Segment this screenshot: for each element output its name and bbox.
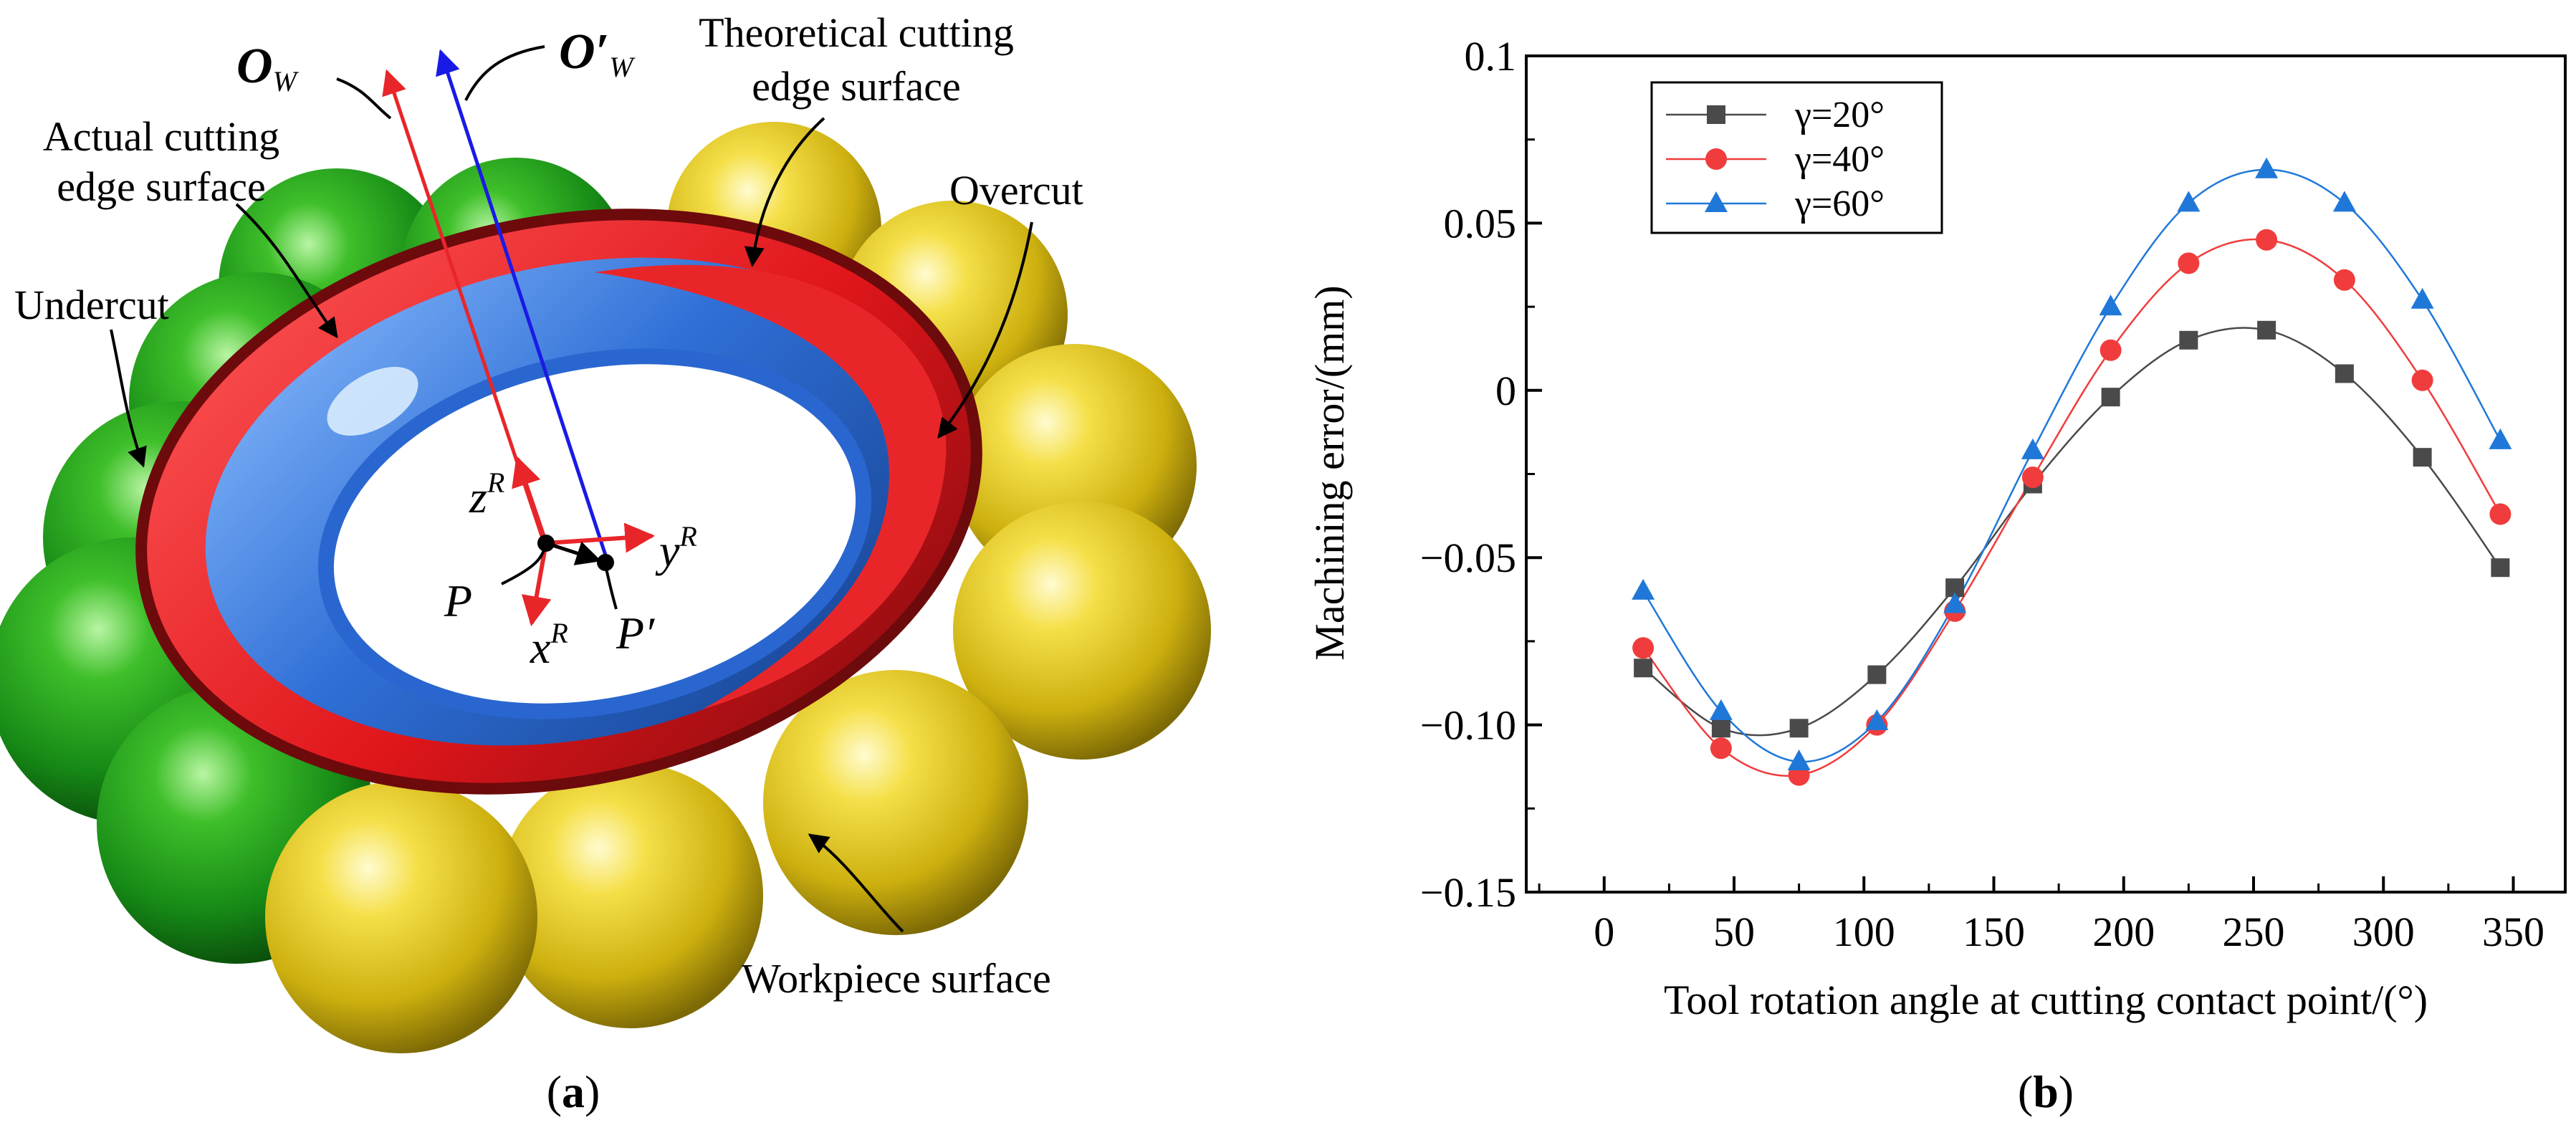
data-point-square bbox=[2179, 330, 2198, 350]
legend: γ=20°γ=40°γ=60° bbox=[1650, 81, 1943, 234]
theoretical-label-line2: edge surface bbox=[752, 63, 960, 110]
y-axis: −0.15 −0.10 −0.05 0 0.05 0.1 bbox=[1420, 33, 1542, 916]
panel-b-chart: −0.15 −0.10 −0.05 0 0.05 0.1 0 50 100 150 200 250 3… bbox=[1306, 33, 2567, 1117]
legend-label: γ=40° bbox=[1794, 139, 1885, 180]
data-point-triangle bbox=[2021, 438, 2044, 459]
overcut-label: Overcut bbox=[949, 167, 1083, 214]
data-point-circle bbox=[1632, 637, 1655, 659]
data-point-circle bbox=[2489, 503, 2512, 525]
data-point-square bbox=[1634, 659, 1653, 678]
data-point-circle bbox=[2411, 369, 2433, 391]
caption-b: (b) bbox=[2018, 1066, 2074, 1117]
data-point-triangle bbox=[2489, 428, 2512, 449]
data-point-triangle bbox=[1787, 749, 1811, 770]
x-r-label: xR bbox=[530, 617, 568, 673]
y-tick-label: 0.05 bbox=[1444, 200, 1517, 246]
y-axis-label: Machining error/(mm) bbox=[1306, 285, 1353, 660]
data-point-triangle bbox=[1632, 578, 1655, 600]
data-point-circle bbox=[1710, 737, 1732, 760]
data-point-triangle bbox=[2099, 295, 2122, 316]
data-point-square bbox=[1711, 719, 1730, 738]
data-point-circle bbox=[2256, 229, 2278, 251]
data-point-triangle bbox=[1709, 699, 1733, 720]
p-label: P bbox=[444, 575, 472, 626]
y-r-axis bbox=[545, 522, 656, 553]
p-prime-label: P′ bbox=[616, 608, 655, 659]
ow-prime-label: O′W bbox=[559, 24, 636, 83]
x-tick-label: 100 bbox=[1833, 909, 1895, 955]
series-line-2 bbox=[1642, 238, 2501, 777]
x-tick-label: 350 bbox=[2482, 909, 2544, 955]
x-tick-label: 50 bbox=[1713, 909, 1755, 955]
data-point-circle bbox=[2333, 269, 2355, 291]
data-point-triangle bbox=[1943, 592, 1967, 613]
y-tick-label: 0.1 bbox=[1465, 33, 1517, 80]
data-point-square bbox=[1867, 665, 1887, 684]
data-point-square bbox=[2257, 320, 2276, 340]
series-markers bbox=[1632, 157, 2512, 786]
x-tick-label: 300 bbox=[2352, 909, 2415, 955]
data-point-circle bbox=[2021, 466, 2044, 489]
data-point-square bbox=[2491, 558, 2510, 578]
actual-label-line2: edge surface bbox=[57, 163, 265, 210]
point-p bbox=[537, 535, 555, 552]
data-point-circle bbox=[2178, 252, 2200, 274]
ow-label: OW bbox=[236, 39, 300, 97]
leader-lines bbox=[110, 45, 1033, 933]
point-p-prime bbox=[597, 554, 614, 571]
legend-label: γ=60° bbox=[1794, 183, 1885, 224]
undercut-label: Undercut bbox=[14, 282, 169, 328]
y-tick-label: −0.05 bbox=[1420, 535, 1516, 581]
series-line-1 bbox=[1642, 327, 2501, 737]
p-to-p-prime-arrow bbox=[545, 541, 602, 565]
z-r-axis bbox=[512, 456, 548, 544]
series-curves bbox=[1642, 168, 2501, 777]
legend-marker bbox=[1705, 148, 1727, 170]
caption-a: (a) bbox=[547, 1066, 600, 1117]
x-tick-label: 250 bbox=[2223, 909, 2285, 955]
x-tick-label: 0 bbox=[1594, 909, 1614, 955]
data-point-circle bbox=[2099, 339, 2122, 361]
data-point-triangle bbox=[2332, 191, 2356, 212]
ow-prime-axis-blue bbox=[436, 49, 611, 567]
panel-a-illustration: OW O′W Theoretical cutting edge surface … bbox=[0, 9, 1211, 1117]
theoretical-label-line1: Theoretical cutting bbox=[699, 9, 1014, 56]
x-axis: 0 50 100 150 200 250 300 350 bbox=[1538, 876, 2544, 955]
data-point-triangle bbox=[1865, 709, 1889, 730]
data-point-triangle bbox=[2255, 157, 2279, 178]
data-point-square bbox=[2335, 364, 2354, 383]
data-point-square bbox=[2413, 448, 2432, 467]
data-point-square bbox=[1789, 719, 1809, 738]
data-point-square bbox=[2101, 388, 2120, 407]
data-point-triangle bbox=[2410, 287, 2434, 309]
series-line-3 bbox=[1642, 168, 2501, 763]
workpiece-label: Workpiece surface bbox=[742, 955, 1051, 1002]
x-tick-label: 150 bbox=[1963, 909, 2025, 955]
x-tick-label: 200 bbox=[2092, 909, 2155, 955]
y-tick-label: 0 bbox=[1495, 368, 1516, 414]
actual-label-line1: Actual cutting bbox=[43, 113, 279, 160]
y-tick-label: −0.15 bbox=[1420, 869, 1516, 916]
data-point-triangle bbox=[2177, 191, 2201, 212]
legend-marker bbox=[1707, 105, 1725, 124]
y-r-label: yR bbox=[655, 520, 697, 576]
x-r-axis bbox=[521, 542, 552, 627]
legend-label: γ=20° bbox=[1794, 95, 1885, 135]
y-tick-label: −0.10 bbox=[1420, 702, 1516, 749]
legend-box bbox=[1650, 81, 1943, 234]
legend-marker bbox=[1705, 191, 1728, 212]
x-axis-label: Tool rotation angle at cutting contact p… bbox=[1664, 977, 2428, 1023]
cutting-edge-surfaces bbox=[135, 209, 982, 795]
z-r-label: zR bbox=[469, 466, 504, 522]
